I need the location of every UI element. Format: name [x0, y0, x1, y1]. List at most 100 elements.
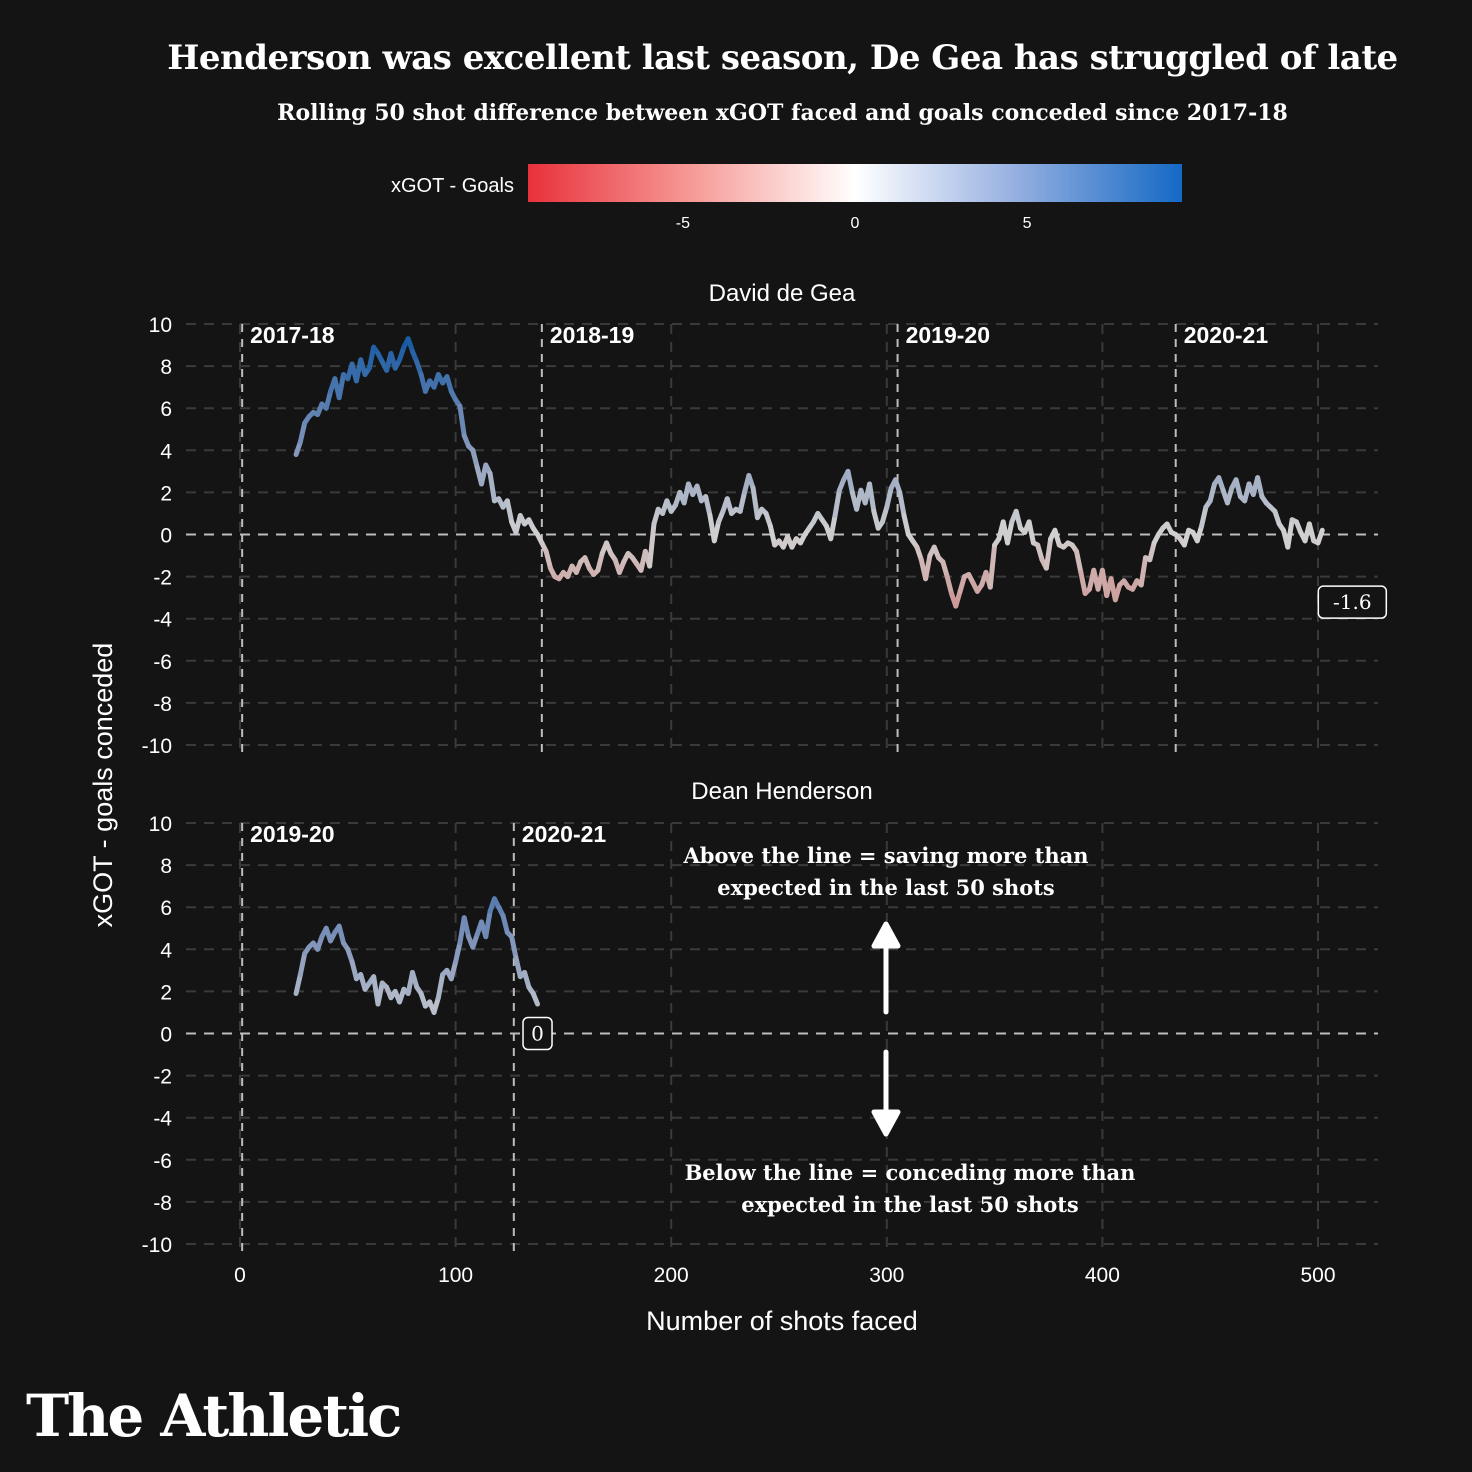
- series-segment: [409, 969, 420, 990]
- series-segment: [1013, 508, 1023, 531]
- series-segment: [293, 972, 303, 997]
- series-segment: [543, 548, 553, 571]
- series-segment: [1224, 485, 1235, 506]
- y-tick-label: -8: [153, 693, 172, 716]
- end-label-box: [1317, 585, 1388, 619]
- legend-ticks: -5 0 5: [676, 215, 1032, 232]
- panel-1: 10 8 6 4 2 0 -2 -4 -6 -8 -10 2019-20 2020-21 0: [142, 813, 1378, 1257]
- series-segment: [483, 908, 493, 940]
- end-label: 0: [531, 1022, 544, 1046]
- y-tick-label: 2: [160, 482, 172, 505]
- legend-tick-label: 0: [851, 215, 860, 232]
- series-segment: [375, 980, 385, 1007]
- series-segment: [1035, 542, 1045, 563]
- series-segment: [711, 519, 722, 544]
- series-segment: [879, 504, 890, 525]
- end-label: -1.6: [1333, 590, 1372, 614]
- series-segment: [1306, 521, 1317, 544]
- series-segment: [513, 955, 523, 980]
- x-tick-label: 300: [869, 1264, 904, 1287]
- series-segment: [1052, 527, 1062, 548]
- series-segment: [349, 959, 359, 982]
- series-segment: [1078, 569, 1088, 596]
- series-segment: [522, 969, 532, 990]
- y-tick-label: 2: [160, 981, 172, 1004]
- legend-tick-label: -5: [676, 215, 690, 232]
- x-tick-label: 500: [1300, 1264, 1335, 1287]
- series-segment: [957, 574, 967, 594]
- series-segment: [767, 523, 778, 548]
- series-segment: [1207, 481, 1218, 504]
- season-label: 2019-20: [250, 821, 334, 847]
- annotation-below-line2: expected in the last 50 shots: [741, 1192, 1079, 1217]
- legend-label: xGOT - Goals: [391, 175, 514, 197]
- series-segment: [1255, 475, 1265, 500]
- series-segment: [1199, 504, 1209, 529]
- x-tick-label: 400: [1085, 1264, 1120, 1287]
- series-segment: [940, 559, 950, 580]
- y-axis-label: xGOT - goals conceded: [88, 643, 118, 928]
- panel-0: 10 8 6 4 2 0 -2 -4 -6 -8 -10 2017-18 2018-19 2019-20 2…: [142, 314, 1388, 758]
- series-segment: [500, 913, 510, 935]
- y-tick-label: 6: [160, 398, 172, 421]
- series-segment: [1181, 527, 1192, 548]
- series-segment: [987, 542, 998, 590]
- y-tick-label: -2: [153, 567, 172, 590]
- series-segment: [647, 521, 657, 569]
- chart-title: Henderson was excellent last season, De …: [167, 38, 1398, 78]
- series-segment: [595, 550, 605, 573]
- x-tick-label: 0: [234, 1264, 246, 1287]
- season-label: 2020-21: [1184, 322, 1269, 348]
- series-segment: [470, 447, 480, 470]
- panel-title-degea: David de Gea: [709, 280, 856, 307]
- y-tick-label: -6: [153, 1150, 172, 1173]
- y-tick-label: -4: [153, 1108, 172, 1131]
- annotation-below-line1: Below the line = conceding more than: [685, 1160, 1136, 1185]
- series-segment: [1315, 527, 1325, 546]
- the-athletic-logo: The Athletic: [26, 1382, 402, 1450]
- x-tick-label: 100: [438, 1264, 473, 1287]
- y-tick-label: 4: [160, 440, 172, 463]
- series-segment: [845, 468, 855, 495]
- season-label: 2017-18: [250, 322, 335, 348]
- series-segment: [832, 487, 842, 519]
- y-tick-label: 4: [160, 939, 172, 962]
- arrow-up-head: [871, 921, 901, 949]
- series-segment: [884, 485, 894, 510]
- y-tick-label: -6: [153, 651, 172, 674]
- season-label: 2018-19: [550, 322, 634, 348]
- series-segment: [297, 420, 308, 445]
- annotation-above-line1: Above the line = saving more than: [683, 843, 1089, 868]
- series-segment: [737, 489, 748, 514]
- series-segment: [323, 388, 334, 411]
- y-tick-label: -2: [153, 1066, 172, 1089]
- arrow-down-head: [871, 1109, 901, 1137]
- series-segment: [1233, 477, 1243, 500]
- y-tick-label: 6: [160, 897, 172, 920]
- series-segment: [504, 498, 515, 525]
- y-tick-label: -10: [142, 1234, 172, 1257]
- end-label-box: [522, 1016, 553, 1051]
- series-segment: [1005, 519, 1015, 546]
- series-segment: [530, 991, 541, 1007]
- series-segment: [828, 513, 838, 542]
- series-segment: [703, 494, 713, 519]
- legend-tick-label: 5: [1023, 215, 1032, 232]
- x-axis-label: Number of shots faced: [646, 1306, 918, 1336]
- season-label: 2020-21: [522, 821, 607, 847]
- series-segment: [923, 553, 933, 582]
- y-tick-label: 10: [149, 314, 172, 337]
- y-tick-label: -10: [142, 735, 172, 758]
- series-segment: [750, 485, 760, 521]
- y-tick-label: 10: [149, 813, 172, 836]
- legend-colorbar: [528, 164, 1182, 202]
- series-segment: [897, 489, 907, 519]
- series-segment: [1194, 523, 1205, 544]
- y-tick-label: -8: [153, 1192, 172, 1215]
- annotation-above-line2: expected in the last 50 shots: [717, 875, 1055, 900]
- series-segment: [453, 940, 463, 965]
- series-segment: [901, 513, 911, 537]
- series-segment: [867, 481, 877, 514]
- y-tick-label: 8: [160, 356, 172, 379]
